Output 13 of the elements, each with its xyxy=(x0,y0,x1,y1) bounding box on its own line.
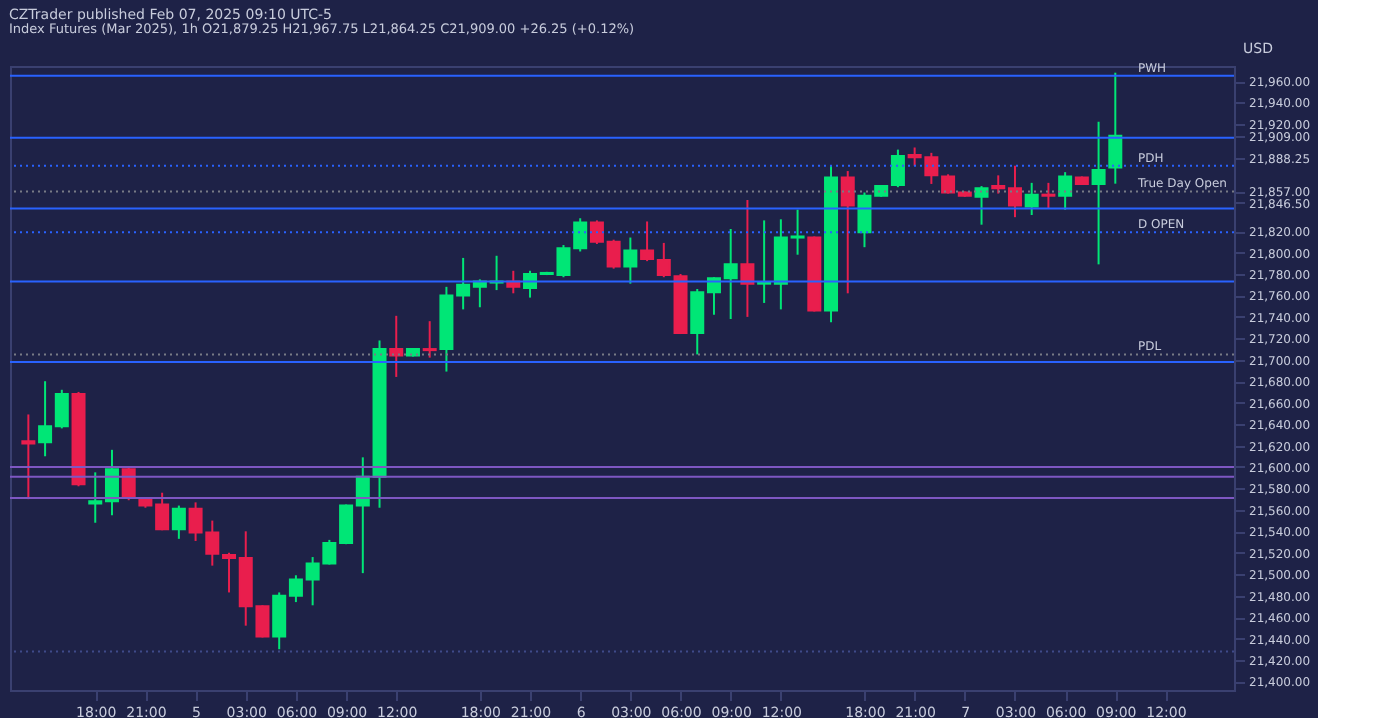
candlestick xyxy=(1058,171,1073,211)
candlestick xyxy=(1041,181,1056,210)
candlestick xyxy=(840,170,855,295)
candlestick xyxy=(623,236,638,285)
candlestick xyxy=(1091,120,1106,266)
candlestick xyxy=(171,504,186,540)
candlestick xyxy=(422,320,437,359)
candlestick xyxy=(740,199,755,318)
candlestick xyxy=(1024,181,1039,217)
candlestick xyxy=(389,314,404,378)
candlestick xyxy=(974,185,989,226)
candlestick xyxy=(1108,71,1123,185)
candlestick xyxy=(21,413,36,501)
